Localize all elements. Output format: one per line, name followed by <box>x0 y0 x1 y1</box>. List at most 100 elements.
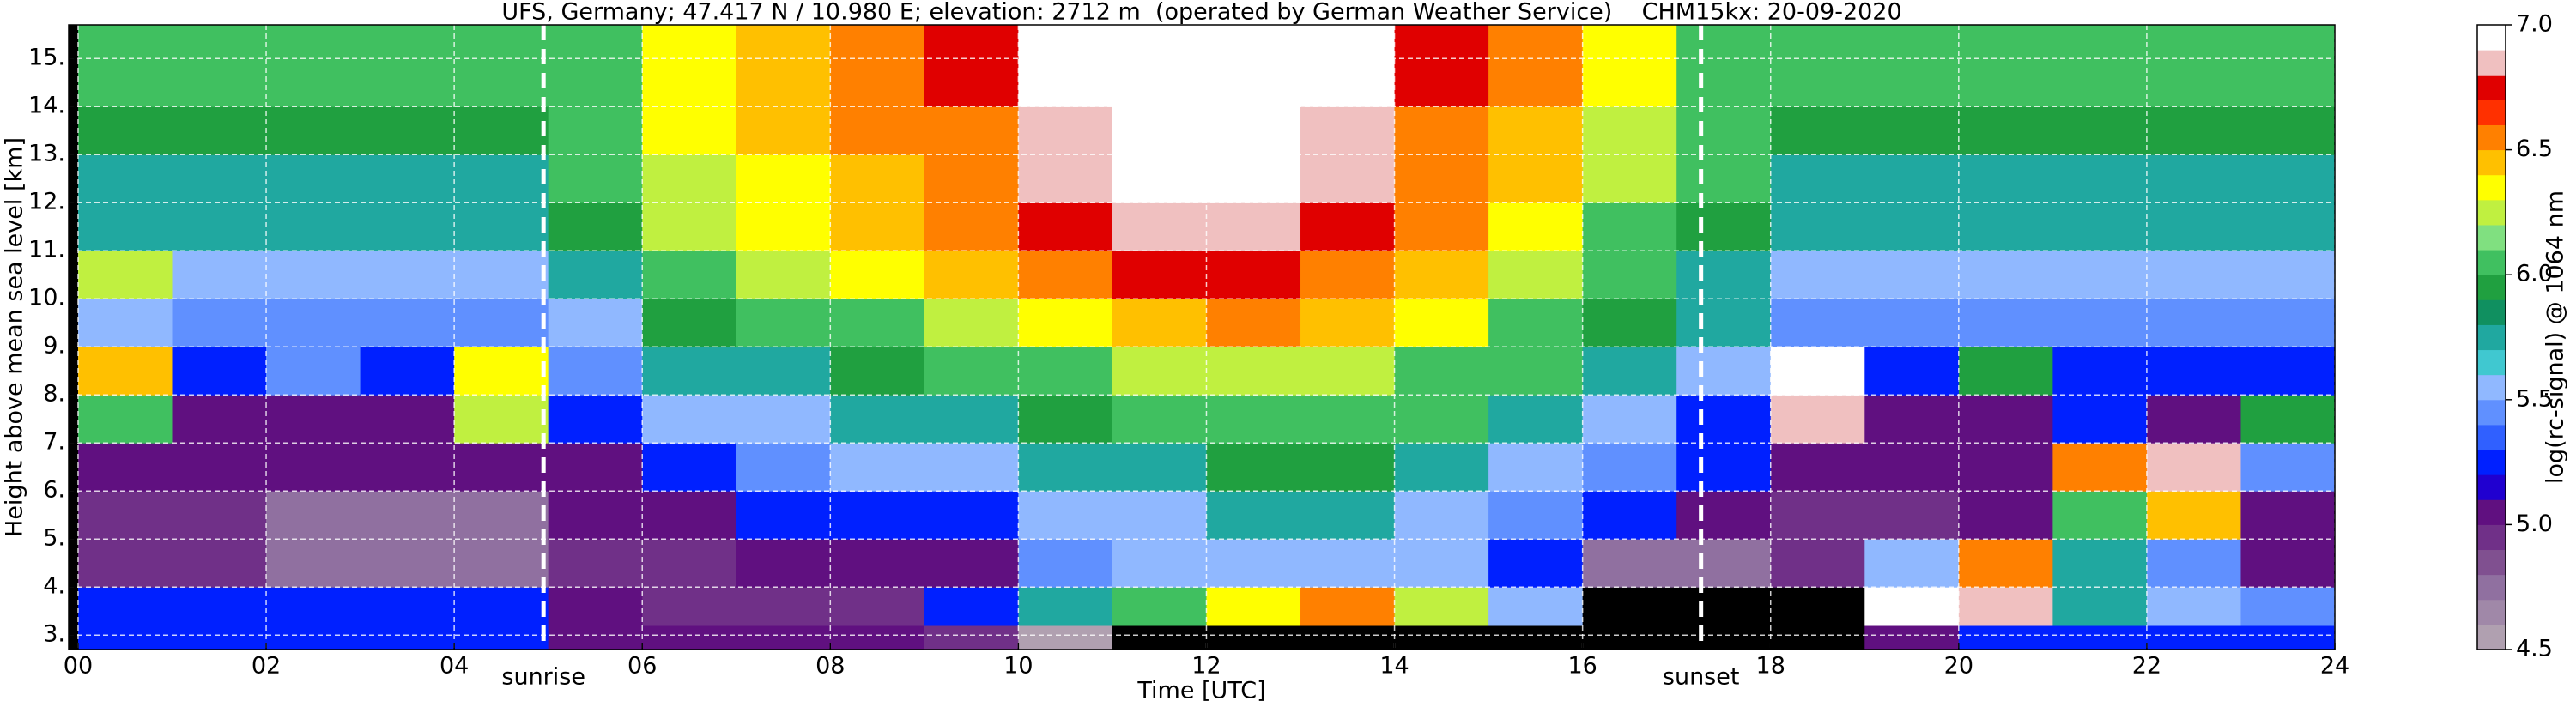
heatmap-cell <box>266 106 361 155</box>
heatmap-cell <box>360 202 455 251</box>
heatmap-cell <box>1112 154 1207 203</box>
heatmap-cell <box>1018 25 1113 107</box>
colorbar-bin <box>2477 75 2506 100</box>
colorbar-bin <box>2477 149 2506 176</box>
heatmap-cell <box>1488 106 1584 155</box>
heatmap-cell <box>1488 251 1584 299</box>
heatmap-cell <box>548 491 643 540</box>
heatmap-cell <box>1676 25 1772 107</box>
heatmap-cell <box>2240 587 2336 626</box>
heatmap-cell <box>1958 106 2053 155</box>
heatmap-cell <box>1112 251 1207 299</box>
colorbar-bin <box>2477 624 2506 650</box>
heatmap-cell <box>454 347 549 396</box>
heatmap-cell <box>2146 299 2241 347</box>
heatmap-cell <box>830 251 925 299</box>
heatmap-cell <box>2052 154 2148 203</box>
heatmap-cell <box>1300 251 1396 299</box>
heatmap-cell <box>2146 25 2241 107</box>
heatmap-cell <box>2146 443 2241 492</box>
heatmap-cell <box>1676 625 1772 650</box>
heatmap-cell <box>1582 106 1677 155</box>
heatmap-cell <box>2052 25 2148 107</box>
heatmap-cell <box>2146 395 2241 444</box>
heatmap-cell <box>642 443 737 492</box>
heatmap-cell <box>1018 587 1113 626</box>
heatmap-cell <box>830 154 925 203</box>
heatmap-cell <box>172 106 267 155</box>
heatmap-cell <box>454 587 549 626</box>
heatmap-cell <box>548 251 643 299</box>
heatmap-cell <box>1582 347 1677 396</box>
heatmap-cell <box>736 347 831 396</box>
heatmap-cell <box>2052 395 2148 444</box>
heatmap-cell <box>1582 251 1677 299</box>
heatmap-cell <box>924 539 1019 588</box>
heatmap-cell <box>1112 25 1207 107</box>
y-tick-label: 4. <box>43 573 65 600</box>
heatmap-cell <box>1206 395 1301 444</box>
heatmap-cell <box>548 106 643 155</box>
heatmap-cell <box>642 491 737 540</box>
overlay: 00 02 04 06 08 10 12 14 16 18 20 22 24 3. 4. 5. 6. 7. 8. 9.… <box>28 11 2553 691</box>
heatmap-cell <box>642 251 737 299</box>
colorbar-tick-label: 6.0 <box>2516 261 2553 287</box>
heatmap-cell <box>1770 395 1865 444</box>
heatmap-cell <box>924 587 1019 626</box>
heatmap-cell <box>1300 299 1396 347</box>
heatmap-cell <box>360 299 455 347</box>
heatmap-cell <box>1676 443 1772 492</box>
colorbar-bin <box>2477 50 2506 76</box>
colorbar-bin <box>2477 100 2506 125</box>
heatmap-cell <box>548 539 643 588</box>
heatmap-cell <box>360 491 455 540</box>
heatmap-cell <box>1112 587 1207 626</box>
plot-frame <box>68 24 2336 650</box>
heatmap-cell <box>1018 154 1113 203</box>
heatmap-cell <box>1488 587 1584 626</box>
colorbar-tick-label: 7.0 <box>2516 11 2553 38</box>
colorbar-bin <box>2477 450 2506 475</box>
colorbar-tick-label: 6.5 <box>2516 136 2553 162</box>
heatmap-cell <box>1770 443 1865 492</box>
heatmap-cell <box>642 202 737 251</box>
heatmap-cell <box>1300 587 1396 626</box>
heatmap-cell <box>454 539 549 588</box>
heatmap-cell <box>924 395 1019 444</box>
heatmap-cell <box>642 347 737 396</box>
heatmap-cell <box>1488 299 1584 347</box>
heatmap-cell <box>1958 202 2053 251</box>
heatmap-cell <box>172 539 267 588</box>
heatmap-cell <box>642 106 737 155</box>
heatmap-cell <box>2240 491 2336 540</box>
heatmap-cell <box>642 154 737 203</box>
heatmap-cell <box>1488 347 1584 396</box>
annotation-label: sunrise <box>501 664 585 691</box>
colorbar-bin <box>2477 174 2506 201</box>
colorbar-frame <box>2476 24 2506 650</box>
heatmap-cell <box>1864 491 1960 540</box>
heatmap-cell <box>1864 587 1960 626</box>
heatmap-cell <box>1958 491 2053 540</box>
heatmap-cell <box>1958 299 2053 347</box>
heatmap-cell <box>1206 251 1301 299</box>
heatmap-cell <box>1582 587 1677 626</box>
heatmap-cell <box>924 106 1019 155</box>
heatmap-cell <box>2052 106 2148 155</box>
heatmap-cell <box>548 443 643 492</box>
heatmap-cell <box>1394 299 1489 347</box>
heatmap-cell <box>454 299 549 347</box>
heatmap-cell <box>1582 395 1677 444</box>
heatmap-cell <box>1300 625 1396 650</box>
heatmap-cell <box>77 25 173 107</box>
heatmap-cell <box>830 25 925 107</box>
heatmap-cell <box>1676 154 1772 203</box>
heatmap-cell <box>548 154 643 203</box>
heatmap-cell <box>2146 587 2241 626</box>
heatmap-cell <box>1770 25 1865 107</box>
heatmap-cell <box>1394 154 1489 203</box>
heatmap-cell <box>1958 625 2053 650</box>
heatmap-cell <box>2240 299 2336 347</box>
heatmap-cell <box>1864 347 1960 396</box>
heatmap-cell <box>172 25 267 107</box>
